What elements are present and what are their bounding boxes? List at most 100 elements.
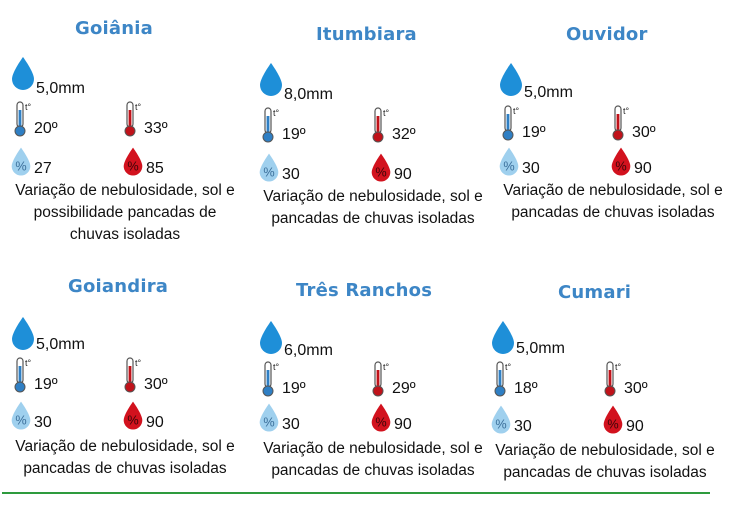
svg-text:%: % xyxy=(263,415,274,429)
temp-max: 30º xyxy=(632,124,656,141)
svg-text:%: % xyxy=(263,165,274,179)
temp-min: 19º xyxy=(282,126,306,143)
rain-drop-icon xyxy=(10,316,36,352)
thermometer-max-icon: t° xyxy=(122,356,142,394)
svg-text:t°: t° xyxy=(513,106,520,116)
humidity-max-icon: % xyxy=(610,146,632,178)
humidity-max: 90 xyxy=(634,160,652,177)
humidity-max: 85 xyxy=(146,160,164,177)
svg-text:t°: t° xyxy=(273,108,280,118)
rain-drop-icon xyxy=(10,56,36,92)
city-card: Três Ranchos 6,0mm t° 19º t° 29º % 30 % … xyxy=(258,276,488,506)
temp-min: 19º xyxy=(34,376,58,393)
svg-text:%: % xyxy=(375,165,386,179)
forecast-description: Variação de nebulosidade, sol e pancadas… xyxy=(15,438,235,477)
city-name: Ouvidor xyxy=(566,24,648,45)
city-name: Itumbiara xyxy=(316,24,417,45)
city-name: Goiandira xyxy=(68,276,169,297)
thermometer-min-icon: t° xyxy=(260,106,280,144)
temp-max: 30º xyxy=(144,376,168,393)
svg-text:%: % xyxy=(615,159,626,173)
humidity-min-icon: % xyxy=(498,146,520,178)
city-name: Três Ranchos xyxy=(296,280,433,301)
footer-divider xyxy=(2,492,710,494)
svg-text:%: % xyxy=(127,413,138,427)
thermometer-max-icon: t° xyxy=(370,360,390,398)
humidity-min: 30 xyxy=(34,414,52,431)
svg-text:t°: t° xyxy=(25,102,32,112)
thermometer-max-icon: t° xyxy=(370,106,390,144)
city-card: Itumbiara 8,0mm t° 19º t° 32º % 30 % 90 … xyxy=(258,18,488,248)
svg-text:t°: t° xyxy=(505,362,512,372)
thermometer-max-icon: t° xyxy=(602,360,622,398)
city-name: Cumari xyxy=(558,282,632,303)
forecast-description: Variação de nebulosidade, sol e pancadas… xyxy=(495,442,715,481)
rain-drop-icon xyxy=(258,320,284,356)
svg-text:t°: t° xyxy=(25,358,32,368)
temp-min: 20º xyxy=(34,120,58,137)
humidity-max: 90 xyxy=(394,166,412,183)
humidity-min-icon: % xyxy=(10,146,32,178)
humidity-min: 30 xyxy=(282,166,300,183)
forecast-description: Variação de nebulosidade, sol e possibil… xyxy=(15,182,235,243)
temp-max: 30º xyxy=(624,380,648,397)
rain-amount: 8,0mm xyxy=(284,86,333,103)
svg-text:%: % xyxy=(503,159,514,173)
humidity-min-icon: % xyxy=(258,152,280,184)
thermometer-max-icon: t° xyxy=(122,100,142,138)
thermometer-min-icon: t° xyxy=(492,360,512,398)
svg-text:t°: t° xyxy=(135,358,142,368)
rain-amount: 5,0mm xyxy=(36,80,85,97)
temp-min: 19º xyxy=(282,380,306,397)
city-card: Ouvidor 5,0mm t° 19º t° 30º % 30 % 90 Va… xyxy=(498,20,728,250)
humidity-min-icon: % xyxy=(258,402,280,434)
temp-min: 19º xyxy=(522,124,546,141)
humidity-max-icon: % xyxy=(370,152,392,184)
svg-text:%: % xyxy=(15,159,26,173)
humidity-max-icon: % xyxy=(122,146,144,178)
rain-amount: 6,0mm xyxy=(284,342,333,359)
rain-drop-icon xyxy=(498,62,524,98)
rain-drop-icon xyxy=(490,320,516,356)
forecast-description: Variação de nebulosidade, sol e pancadas… xyxy=(263,440,483,479)
humidity-min: 27 xyxy=(34,160,52,177)
temp-max: 29º xyxy=(392,380,416,397)
humidity-min: 30 xyxy=(514,418,532,435)
thermometer-min-icon: t° xyxy=(12,356,32,394)
svg-text:t°: t° xyxy=(383,108,390,118)
rain-amount: 5,0mm xyxy=(524,84,573,101)
temp-max: 33º xyxy=(144,120,168,137)
forecast-description: Variação de nebulosidade, sol e pancadas… xyxy=(263,188,483,227)
svg-text:%: % xyxy=(607,417,618,431)
forecast-description: Variação de nebulosidade, sol e pancadas… xyxy=(503,182,723,221)
humidity-max-icon: % xyxy=(602,404,624,436)
humidity-max: 90 xyxy=(626,418,644,435)
thermometer-min-icon: t° xyxy=(260,360,280,398)
city-card: Goiânia 5,0mm t° 20º t° 33º % 27 % 85 Va… xyxy=(10,12,240,243)
svg-text:%: % xyxy=(375,415,386,429)
svg-text:t°: t° xyxy=(383,362,390,372)
city-name: Goiânia xyxy=(75,18,153,39)
humidity-min-icon: % xyxy=(10,400,32,432)
humidity-max-icon: % xyxy=(122,400,144,432)
city-card: Cumari 5,0mm t° 18º t° 30º % 30 % 90 Var… xyxy=(490,278,720,508)
humidity-max-icon: % xyxy=(370,402,392,434)
svg-text:t°: t° xyxy=(273,362,280,372)
svg-text:%: % xyxy=(127,159,138,173)
svg-text:%: % xyxy=(495,417,506,431)
svg-text:t°: t° xyxy=(135,102,142,112)
thermometer-min-icon: t° xyxy=(500,104,520,142)
city-card: Goiandira 5,0mm t° 19º t° 30º % 30 % 90 … xyxy=(10,270,240,500)
humidity-min: 30 xyxy=(522,160,540,177)
rain-drop-icon xyxy=(258,62,284,98)
rain-amount: 5,0mm xyxy=(516,340,565,357)
thermometer-max-icon: t° xyxy=(610,104,630,142)
humidity-max: 90 xyxy=(394,416,412,433)
humidity-min: 30 xyxy=(282,416,300,433)
humidity-min-icon: % xyxy=(490,404,512,436)
svg-text:t°: t° xyxy=(615,362,622,372)
thermometer-min-icon: t° xyxy=(12,100,32,138)
humidity-max: 90 xyxy=(146,414,164,431)
temp-max: 32º xyxy=(392,126,416,143)
temp-min: 18º xyxy=(514,380,538,397)
